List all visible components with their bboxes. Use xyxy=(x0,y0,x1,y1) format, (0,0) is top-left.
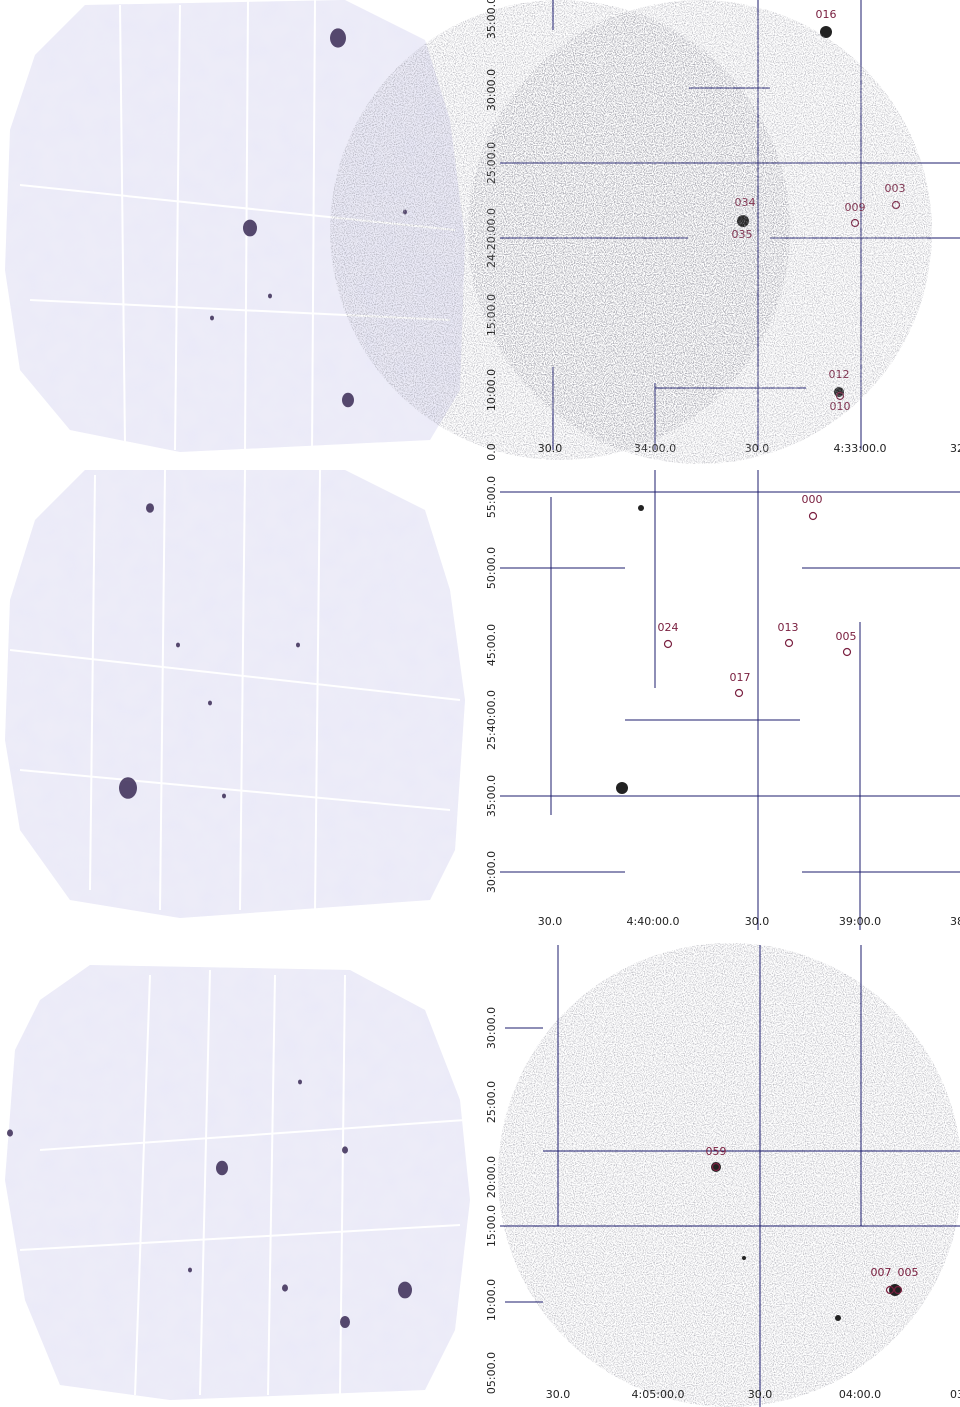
source-region xyxy=(711,1162,721,1172)
source-region xyxy=(893,1285,903,1295)
dec-label: 10:00.0 xyxy=(485,1279,498,1321)
ra-label: 03: xyxy=(950,1388,960,1401)
bright-source xyxy=(638,505,644,511)
source-blob xyxy=(188,1267,192,1273)
source-label: 005 xyxy=(836,630,857,643)
ra-label: 32: xyxy=(950,442,960,455)
dec-label: 25:40:00.0 xyxy=(485,690,498,750)
source-label: 013 xyxy=(778,621,799,634)
source-blob xyxy=(268,293,272,299)
source-label: 005 xyxy=(898,1266,919,1279)
source-region xyxy=(734,688,744,698)
source-blob xyxy=(342,1146,348,1154)
bright-source xyxy=(742,1256,746,1260)
bright-source xyxy=(835,1315,841,1321)
ra-label: 4:33:00.0 xyxy=(834,442,887,455)
source-blob xyxy=(119,777,137,799)
dec-label: 55:00.0 xyxy=(485,476,498,518)
source-label: 059 xyxy=(706,1145,727,1158)
ra-label: 04:00.0 xyxy=(839,1388,881,1401)
chip-gap xyxy=(9,649,461,701)
source-region xyxy=(663,639,673,649)
source-label: 007 xyxy=(871,1266,892,1279)
source-blob xyxy=(216,1160,228,1176)
chip-gap xyxy=(239,469,246,911)
source-blob xyxy=(298,1079,302,1085)
source-region xyxy=(842,647,852,657)
dec-label: 35:00.0 xyxy=(485,0,498,39)
ra-label: 39:00.0 xyxy=(839,915,881,928)
source-blob xyxy=(282,1284,288,1292)
dec-label: 10:00.0 xyxy=(485,369,498,411)
event-image xyxy=(498,943,960,1407)
dec-label: 30:00.0 xyxy=(485,851,498,893)
chip-gap xyxy=(19,769,451,811)
chip-gap xyxy=(199,969,211,1396)
source-blob xyxy=(243,219,257,237)
event-image xyxy=(468,0,932,464)
chip-gap xyxy=(314,469,321,911)
source-region xyxy=(885,1285,895,1295)
source-blob xyxy=(176,642,180,648)
chip-gap xyxy=(19,1224,461,1251)
panels: 01600300903403501201035:00.030:00.025:00… xyxy=(5,0,960,1407)
dec-label: 50:00.0 xyxy=(485,547,498,589)
source-region xyxy=(808,511,818,521)
chip-gap xyxy=(311,0,316,456)
source-blob xyxy=(208,700,212,706)
source-blob xyxy=(340,1316,350,1328)
chip-gap xyxy=(267,974,276,1396)
source-label: 016 xyxy=(816,8,837,21)
ra-label: 38: xyxy=(950,915,960,928)
smoothed-image xyxy=(5,965,470,1400)
bright-source xyxy=(616,782,628,794)
source-blob xyxy=(330,28,346,48)
ra-label: 30.0 xyxy=(538,442,563,455)
source-blob xyxy=(342,392,354,408)
ra-label: 30.0 xyxy=(745,915,770,928)
source-blob xyxy=(296,642,300,648)
dec-label: 0.0 xyxy=(485,443,498,461)
chip-gap xyxy=(39,1119,466,1151)
dec-label: 15:00.0 xyxy=(485,1205,498,1247)
dec-label: 25:00.0 xyxy=(485,1081,498,1123)
dec-label: 45:00.0 xyxy=(485,624,498,666)
source-region xyxy=(784,638,794,648)
chip-gap xyxy=(134,974,151,1396)
dec-label: 30:00.0 xyxy=(485,69,498,111)
source-blob xyxy=(222,793,226,799)
dec-label: 05:00.0 xyxy=(485,1352,498,1394)
ra-label: 4:05:00.0 xyxy=(632,1388,685,1401)
source-blob xyxy=(7,1129,13,1137)
chip-gap xyxy=(89,474,96,891)
ra-label: 4:40:00.0 xyxy=(627,915,680,928)
ra-label: 30.0 xyxy=(538,915,563,928)
smoothed-image xyxy=(5,0,465,452)
source-blob xyxy=(210,315,214,321)
source-label: 000 xyxy=(802,493,823,506)
bright-source xyxy=(820,26,832,38)
dec-label: 30:00.0 xyxy=(485,1007,498,1049)
dec-label: 20:00.0 xyxy=(485,1156,498,1198)
dec-label: 35:00.0 xyxy=(485,775,498,817)
chip-gap xyxy=(119,4,126,446)
smoothed-image xyxy=(5,470,465,918)
chip-gap xyxy=(174,4,181,451)
source-blob xyxy=(146,503,154,513)
chip-gap xyxy=(159,469,166,911)
source-blob xyxy=(398,1281,412,1299)
ra-label: 30.0 xyxy=(546,1388,571,1401)
ra-label: 30.0 xyxy=(748,1388,773,1401)
source-label: 024 xyxy=(658,621,679,634)
source-label: 017 xyxy=(730,671,751,684)
